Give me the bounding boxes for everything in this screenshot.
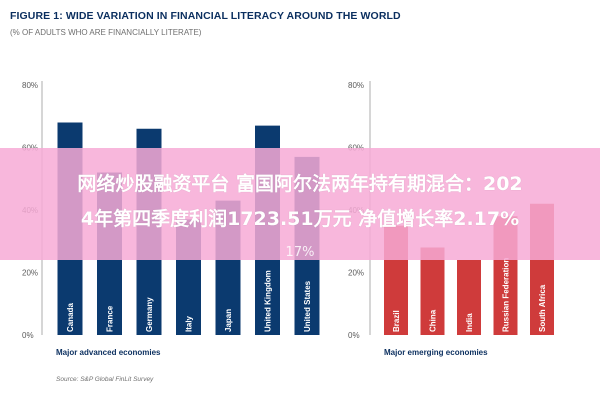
bar-china bbox=[420, 247, 445, 335]
figure-subtitle: (% OF ADULTS WHO ARE FINANCIALLY LITERAT… bbox=[10, 28, 202, 37]
y-tick-label: 80% bbox=[348, 81, 364, 90]
source-note: Source: S&P Global FinLit Survey bbox=[56, 376, 154, 383]
group-label: Major advanced economies bbox=[56, 348, 161, 357]
y-tick-label: 0% bbox=[348, 331, 360, 340]
category-label: China bbox=[429, 309, 438, 332]
category-label: Italy bbox=[185, 315, 194, 332]
y-tick-label: 0% bbox=[22, 331, 34, 340]
promo-overlay-ghost-text: 17% bbox=[285, 245, 315, 260]
category-label: Russian Federation bbox=[502, 258, 511, 332]
category-label: Germany bbox=[145, 297, 154, 332]
group-label: Major emerging economies bbox=[384, 348, 488, 357]
category-label: Canada bbox=[66, 303, 75, 332]
category-label: Brazil bbox=[392, 310, 401, 332]
promo-overlay-banner[interactable] bbox=[0, 148, 600, 260]
y-tick-label: 80% bbox=[22, 81, 38, 90]
category-label: France bbox=[106, 305, 115, 332]
bar-india bbox=[457, 260, 481, 335]
promo-overlay-text[interactable]: 网络炒股融资平台 富国阿尔法两年持有期混合：202 4年第四季度利润1723.5… bbox=[0, 167, 600, 237]
category-label: United States bbox=[303, 280, 312, 332]
category-label: United Kingdom bbox=[264, 270, 273, 332]
y-tick-label: 20% bbox=[22, 269, 38, 278]
y-tick-label: 20% bbox=[348, 269, 364, 278]
promo-overlay-line-1: 网络炒股融资平台 富国阿尔法两年持有期混合：202 bbox=[77, 173, 523, 195]
promo-overlay-line-2: 4年第四季度利润1723.51万元 净值增长率2.17% bbox=[80, 208, 520, 230]
category-label: India bbox=[465, 313, 474, 332]
category-label: Japan bbox=[224, 309, 233, 332]
figure-title: FIGURE 1: WIDE VARIATION IN FINANCIAL LI… bbox=[10, 10, 401, 22]
category-label: South Africa bbox=[538, 284, 547, 332]
